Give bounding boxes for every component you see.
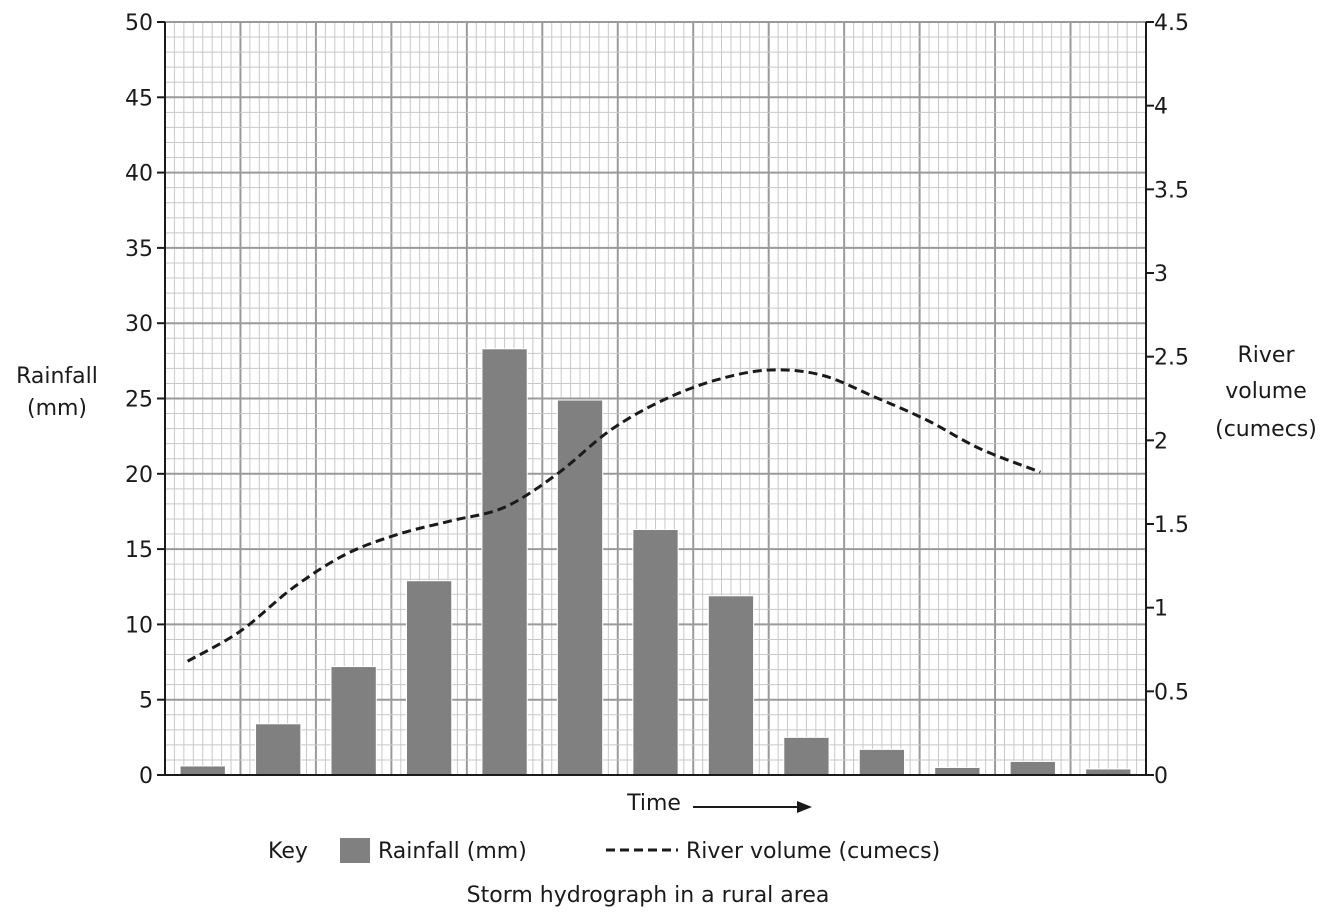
- rainfall-bar-12: [1009, 760, 1056, 776]
- rainfall-bar-4: [405, 580, 453, 776]
- river-volume-line-group: [186, 368, 1041, 663]
- chart-title: Storm hydrograph in a rural area: [467, 883, 830, 908]
- left-tick-label: 10: [125, 613, 153, 638]
- rainfall-bar-10: [858, 748, 906, 776]
- left-axis-label: Rainfall (mm): [16, 364, 98, 421]
- right-tick-label: 3.5: [1154, 178, 1189, 203]
- left-tick-label: 25: [125, 388, 153, 413]
- right-axis-label-line-2: volume: [1225, 379, 1307, 404]
- rainfall-bar-6: [556, 399, 604, 776]
- right-tick-label: 0.5: [1154, 680, 1189, 705]
- x-axis-label-text: Time: [626, 791, 681, 816]
- right-axis-label-line-1: River: [1238, 343, 1296, 368]
- right-tick-label: 4.5: [1154, 11, 1189, 36]
- left-tick-label: 40: [125, 162, 153, 187]
- left-tick-label: 5: [139, 689, 153, 714]
- x-axis-label: Time: [626, 791, 812, 816]
- right-tick-label: 4: [1154, 95, 1168, 120]
- legend-rainfall-label: Rainfall (mm): [378, 839, 527, 864]
- river-volume-line: [186, 368, 1041, 663]
- rainfall-bars: [179, 348, 1132, 776]
- rainfall-bar-11: [934, 766, 981, 776]
- rainfall-bar-1: [179, 765, 226, 776]
- right-tick-label: 0: [1154, 764, 1168, 789]
- left-axis-label-line-1: Rainfall: [16, 364, 98, 389]
- right-tick-label: 1: [1154, 597, 1168, 622]
- rainfall-bar-2: [255, 723, 302, 776]
- left-tick-label: 15: [125, 538, 153, 563]
- right-axis-label-line-3: (cumecs): [1215, 417, 1317, 442]
- left-tick-label: 0: [139, 764, 153, 789]
- axis-ticks: 0 5 10 15 20 25 30 35 40 45 50 0 0.5 1 1.5 2 2.5 3 3.5 4 4.5: [125, 11, 1189, 789]
- legend-title: Key: [268, 839, 308, 864]
- legend-rainfall-swatch: [340, 838, 370, 863]
- rainfall-bar-3: [330, 666, 377, 776]
- rainfall-bar-5: [481, 348, 528, 776]
- left-tick-label: 30: [125, 312, 153, 337]
- left-axis-label-line-2: (mm): [27, 396, 87, 421]
- right-tick-label: 3: [1154, 262, 1168, 287]
- right-axis-label: River volume (cumecs): [1215, 343, 1317, 442]
- left-tick-label: 50: [125, 11, 153, 36]
- legend-river-volume-label: River volume (cumecs): [686, 839, 940, 864]
- rainfall-bar-9: [783, 736, 830, 776]
- legend: Key Rainfall (mm) River volume (cumecs): [268, 838, 940, 864]
- rainfall-bar-8: [707, 595, 755, 776]
- time-arrow-head-icon: [797, 801, 812, 813]
- right-tick-label: 2: [1154, 429, 1168, 454]
- rainfall-bar-7: [632, 529, 679, 776]
- right-tick-label: 2.5: [1154, 346, 1189, 371]
- left-tick-label: 35: [125, 237, 153, 262]
- right-tick-label: 1.5: [1154, 513, 1189, 538]
- left-tick-label: 20: [125, 463, 153, 488]
- left-tick-label: 45: [125, 86, 153, 111]
